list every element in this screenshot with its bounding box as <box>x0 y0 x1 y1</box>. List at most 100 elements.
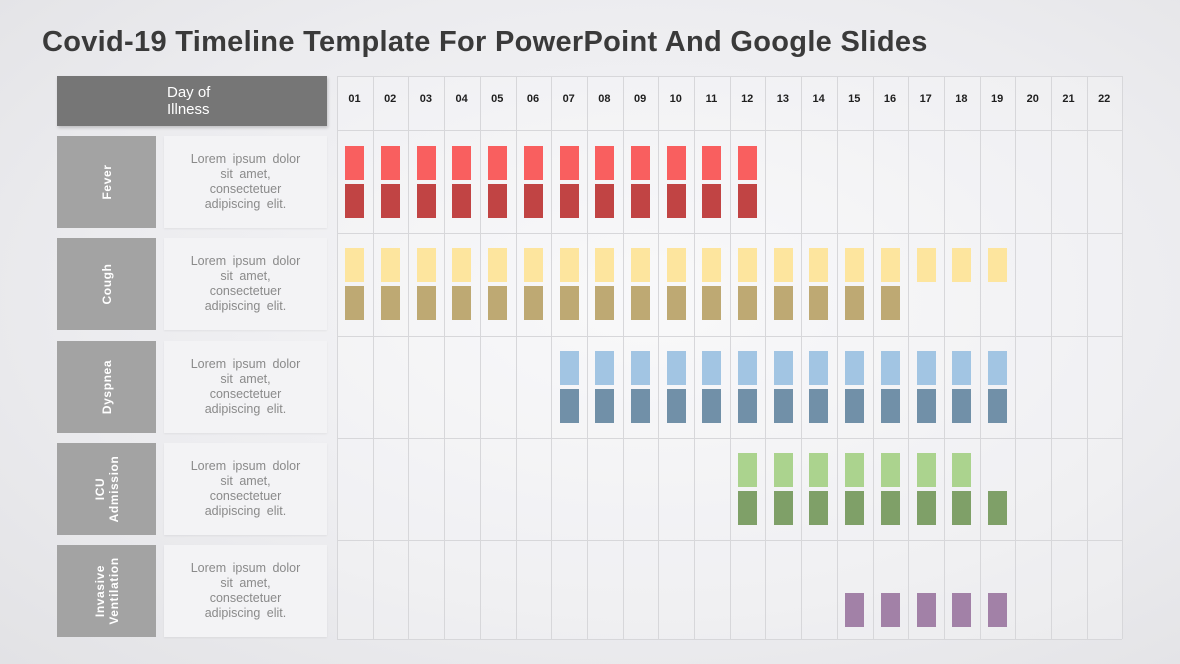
timeline-bar-top <box>702 146 722 180</box>
grid-row-line <box>337 233 1122 235</box>
grid-column-line <box>408 76 410 639</box>
timeline-bar-bottom <box>702 286 722 321</box>
grid-column-line <box>908 76 910 639</box>
symptom-label: ICU Admission <box>57 442 156 535</box>
timeline-bar-top <box>452 248 472 283</box>
timeline-bar-top <box>773 350 793 385</box>
timeline-bar-top <box>666 350 686 385</box>
symptom-description-line: consectetuer <box>209 182 282 196</box>
symptom-description-text: Lorem ipsum dolor sit amet, consectetuer ad… <box>178 254 313 314</box>
symptom-description-line: sit amet, <box>220 167 271 181</box>
day-number-label: 19 <box>990 93 1004 105</box>
grid-row-line <box>337 437 1122 439</box>
grid-column-line <box>836 76 838 639</box>
timeline-bar-bottom <box>916 593 936 628</box>
grid-row-line <box>337 130 1122 131</box>
symptom-description-line: consectetuer <box>209 284 282 299</box>
timeline-bar-top <box>488 146 508 180</box>
timeline-bar-top <box>845 248 865 283</box>
timeline-bar-top <box>702 350 722 385</box>
timeline-bar-top <box>880 350 900 385</box>
grid-column-line <box>551 76 553 639</box>
day-number-label: 17 <box>919 93 932 105</box>
timeline-bar-top <box>595 146 615 180</box>
timeline-bar-top <box>987 350 1007 385</box>
symptom-description-line: adipiscing elit. <box>204 503 287 518</box>
timeline-bar-bottom <box>738 286 758 321</box>
symptom-description: Lorem ipsum dolor sit amet, consectetuer ad… <box>164 442 327 535</box>
symptom-description-line: sit amet, <box>220 269 271 284</box>
timeline-bar-bottom <box>880 388 900 423</box>
timeline-bar-top <box>916 248 936 283</box>
grid-column-line <box>1086 76 1088 639</box>
timeline-bar-bottom <box>738 490 758 525</box>
grid-column-line <box>943 76 945 639</box>
symptom-label-line: Admission <box>106 455 121 523</box>
symptom-description-line: Lorem ipsum dolor <box>190 458 301 473</box>
timeline-bar-top <box>773 452 793 487</box>
symptom-description-line: Lorem ipsum dolor <box>190 254 301 269</box>
timeline-bar-top <box>773 248 793 283</box>
timeline-bar-bottom <box>916 490 936 525</box>
grid-column-line <box>372 76 374 639</box>
symptom-description-line: adipiscing elit. <box>204 606 287 621</box>
symptom-label-line: Fever <box>99 164 114 200</box>
symptom-label-line: Cough <box>99 263 114 305</box>
symptom-description-line: Lorem ipsum dolor <box>190 356 301 371</box>
day-number-label: 21 <box>1062 93 1075 105</box>
timeline-bar-top <box>559 350 579 385</box>
timeline-bar-bottom <box>952 593 972 628</box>
timeline-bar-bottom <box>595 388 615 423</box>
timeline-bar-bottom <box>595 184 615 218</box>
timeline-bar-top <box>595 248 615 283</box>
grid-column-line <box>586 76 588 639</box>
day-number-label: 07 <box>562 93 575 105</box>
grid-column-line <box>515 76 517 639</box>
timeline-bar-bottom <box>916 388 936 423</box>
symptom-description-text: Lorem ipsum dolor sit amet, consectetuer ad… <box>178 561 313 621</box>
timeline-bar-bottom <box>666 388 686 423</box>
timeline-bar-bottom <box>809 490 829 525</box>
timeline-bar-bottom <box>987 593 1007 628</box>
timeline-bar-bottom <box>809 286 829 321</box>
grid-row-line <box>337 335 1122 337</box>
timeline-bar-top <box>381 248 401 283</box>
symptom-label: Invasive Ventilation <box>57 545 156 638</box>
timeline-bar-top <box>738 350 758 385</box>
timeline-bar-top <box>880 452 900 487</box>
timeline-bar-bottom <box>987 388 1007 423</box>
symptom-label: Fever <box>57 136 156 228</box>
grid-column-line <box>729 76 731 639</box>
timeline-bar-bottom <box>559 286 579 321</box>
symptom-description-line: sit amet, <box>220 473 271 488</box>
timeline-bar-bottom <box>773 286 793 321</box>
grid-column-line <box>479 76 481 639</box>
timeline-bar-bottom <box>488 184 508 218</box>
timeline-bar-top <box>559 248 579 283</box>
symptom-label-line: Invasive <box>92 565 107 618</box>
timeline-bar-bottom <box>630 184 650 218</box>
timeline-bar-top <box>630 146 650 180</box>
timeline-bar-top <box>738 248 758 283</box>
timeline-bar-bottom <box>666 286 686 321</box>
day-number-label: 04 <box>455 93 468 105</box>
symptom-label-line: Ventilation <box>106 557 121 625</box>
grid-column-line <box>658 76 660 639</box>
symptom-description-line: Lorem ipsum dolor <box>190 561 301 576</box>
symptom-description: Lorem ipsum dolor sit amet, consectetuer ad… <box>164 340 327 433</box>
timeline-bar-top <box>416 146 436 180</box>
symptom-label-line: ICU <box>92 477 107 501</box>
timeline-bar-top <box>381 146 401 180</box>
timeline-bar-top <box>845 350 865 385</box>
day-number-label: 18 <box>955 93 968 105</box>
timeline-bar-bottom <box>523 286 543 321</box>
timeline-bar-bottom <box>738 388 758 423</box>
day-number-label: 14 <box>812 93 825 105</box>
symptom-description-line: consectetuer <box>209 488 282 503</box>
day-number-label: 01 <box>348 93 361 105</box>
day-of-illness-line-2: Illness <box>167 101 210 118</box>
timeline-bar-top <box>345 146 365 180</box>
symptom-description-text: Lorem ipsum dolor sit amet, consectetuer ad… <box>178 357 313 417</box>
timeline-bar-top <box>916 452 936 487</box>
timeline-bar-bottom <box>523 184 543 218</box>
